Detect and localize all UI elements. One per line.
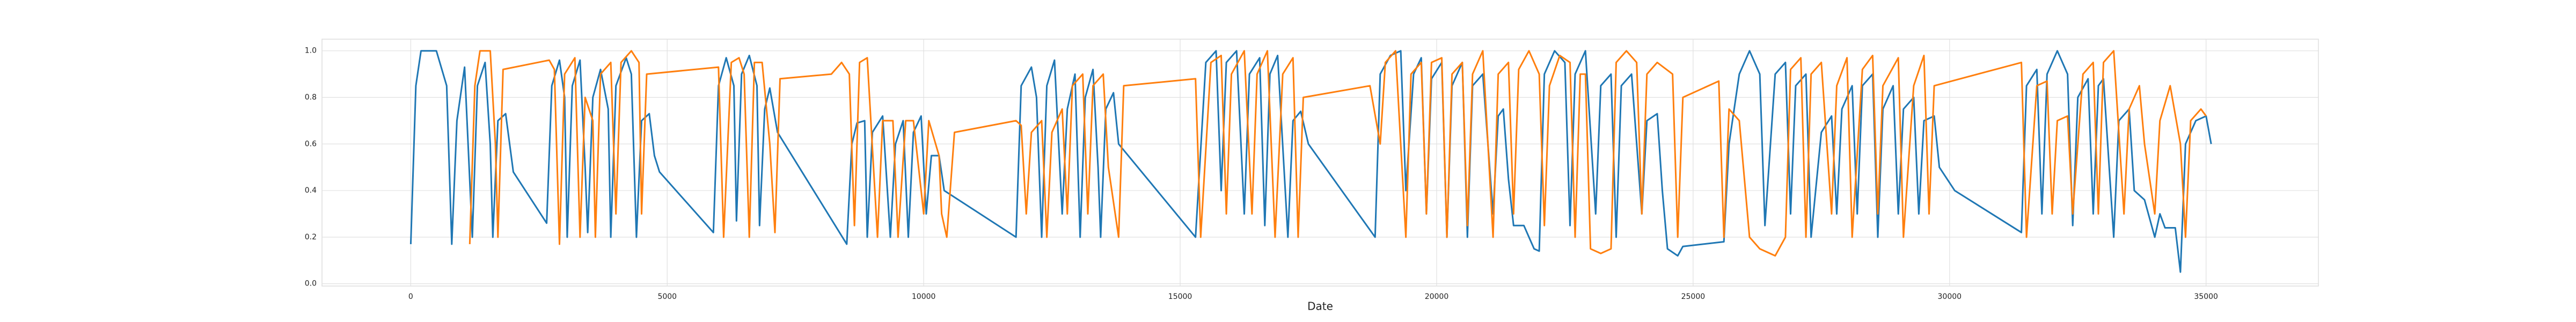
x-tick-label: 25000 (1681, 292, 1706, 301)
x-tick-label: 15000 (1168, 292, 1192, 301)
x-tick-label: 30000 (1938, 292, 1962, 301)
x-tick-label: 35000 (2194, 292, 2218, 301)
plot-frame (321, 39, 2319, 287)
x-tick-label: 20000 (1425, 292, 1449, 301)
y-tick-label: 1.0 (305, 47, 317, 55)
y-tick-label: 0.0 (305, 280, 317, 288)
x-axis-label: Date (1307, 300, 1333, 313)
x-tick-label: 10000 (912, 292, 936, 301)
series-line (469, 50, 2207, 257)
y-tick-label: 0.2 (305, 233, 317, 241)
y-tick-label: 0.4 (305, 186, 317, 195)
x-tick-label: 0 (408, 292, 413, 301)
y-tick-label: 0.8 (305, 93, 317, 101)
y-tick-label: 0.6 (305, 140, 317, 148)
x-tick-label: 5000 (657, 292, 677, 301)
